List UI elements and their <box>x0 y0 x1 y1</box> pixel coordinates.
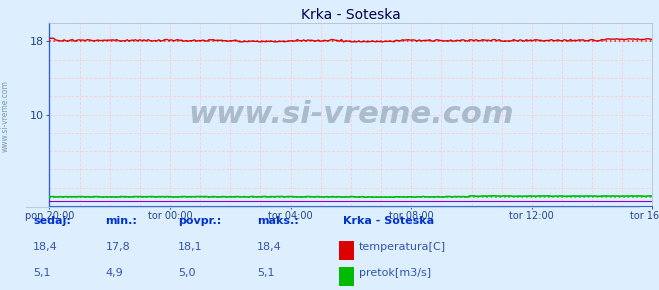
Text: 18,4: 18,4 <box>257 242 282 252</box>
Text: 18,4: 18,4 <box>33 242 58 252</box>
Text: Krka - Soteska: Krka - Soteska <box>343 216 434 226</box>
Text: temperatura[C]: temperatura[C] <box>359 242 446 252</box>
Text: povpr.:: povpr.: <box>178 216 221 226</box>
Text: www.si-vreme.com: www.si-vreme.com <box>188 100 514 129</box>
Text: min.:: min.: <box>105 216 137 226</box>
Text: 5,0: 5,0 <box>178 269 196 278</box>
Text: 5,1: 5,1 <box>33 269 51 278</box>
Text: pretok[m3/s]: pretok[m3/s] <box>359 269 431 278</box>
Text: 5,1: 5,1 <box>257 269 275 278</box>
Text: sedaj:: sedaj: <box>33 216 71 226</box>
Text: maks.:: maks.: <box>257 216 299 226</box>
Text: 18,1: 18,1 <box>178 242 202 252</box>
Text: 4,9: 4,9 <box>105 269 123 278</box>
Text: www.si-vreme.com: www.si-vreme.com <box>1 80 10 152</box>
Text: 17,8: 17,8 <box>105 242 130 252</box>
Title: Krka - Soteska: Krka - Soteska <box>301 8 401 22</box>
